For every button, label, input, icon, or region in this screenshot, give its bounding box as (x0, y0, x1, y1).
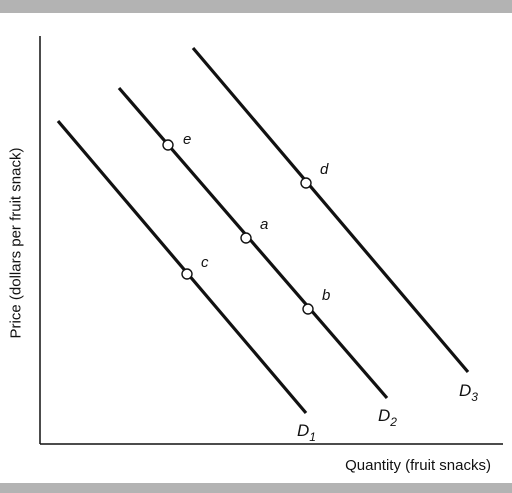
curve-label-d3: D3 (459, 381, 478, 404)
points: e a d c b (162, 131, 330, 315)
top-band (0, 0, 512, 13)
demand-curves: D1 D2 D3 (56, 46, 478, 444)
point-label-a: a (260, 216, 268, 233)
y-axis-label: Price (dollars per fruit snack) (7, 147, 25, 339)
point-label-e: e (183, 131, 191, 148)
point-b (302, 303, 314, 315)
point-label-c: c (201, 254, 209, 271)
curve-label-d1: D1 (297, 421, 316, 444)
bottom-band (0, 483, 512, 493)
point-e (162, 139, 174, 151)
curve-label-d2: D2 (378, 406, 397, 429)
point-label-b: b (322, 287, 330, 304)
point-label-d: d (320, 161, 329, 178)
point-c (181, 268, 193, 280)
x-axis-label: Quantity (fruit snacks) (345, 457, 491, 474)
point-d (300, 177, 312, 189)
demand-curve-d1 (56, 119, 308, 415)
demand-curve-d3 (191, 46, 470, 374)
demand-curve-d2 (117, 86, 389, 400)
point-a (240, 232, 252, 244)
